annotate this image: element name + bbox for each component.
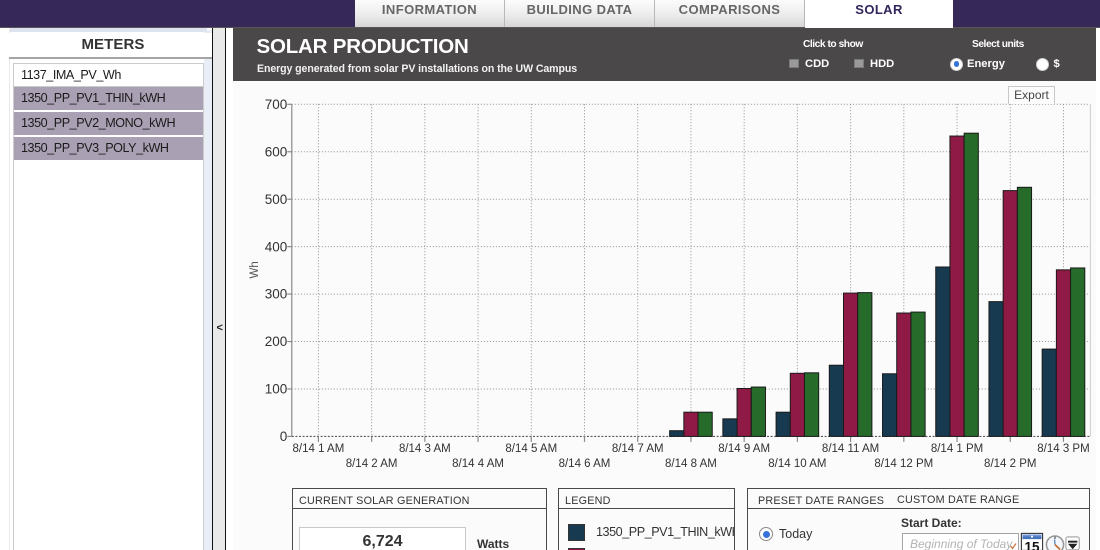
svg-text:8/14 1 PM: 8/14 1 PM (931, 443, 983, 455)
svg-text:8/14 11 AM: 8/14 11 AM (822, 443, 879, 455)
svg-text:8/14 6 AM: 8/14 6 AM (559, 458, 611, 470)
svg-text:200: 200 (265, 334, 288, 349)
svg-text:8/14 3 AM: 8/14 3 AM (399, 443, 451, 455)
svg-text:300: 300 (265, 287, 288, 302)
svg-text:15: 15 (1024, 540, 1040, 550)
svg-text:8/14 5 AM: 8/14 5 AM (505, 443, 557, 455)
svg-text:8/14 1 AM: 8/14 1 AM (293, 443, 345, 455)
svg-text:8/14 9 AM: 8/14 9 AM (718, 443, 770, 455)
svg-text:0: 0 (280, 429, 288, 444)
svg-text:500: 500 (265, 192, 288, 207)
svg-text:400: 400 (265, 239, 288, 254)
svg-text:8/14 2 AM: 8/14 2 AM (346, 458, 398, 470)
svg-text:8/14 2 PM: 8/14 2 PM (984, 458, 1036, 470)
svg-text:8/14 7 AM: 8/14 7 AM (612, 443, 664, 455)
svg-text:8/14 3 PM: 8/14 3 PM (1037, 443, 1089, 455)
svg-text:Wh: Wh (249, 261, 261, 278)
svg-text:600: 600 (265, 144, 288, 159)
svg-text:700: 700 (265, 97, 288, 112)
svg-text:8/14 10 AM: 8/14 10 AM (768, 458, 826, 470)
svg-text:8/14 4 AM: 8/14 4 AM (452, 458, 504, 470)
svg-text:100: 100 (265, 382, 288, 397)
svg-text:8/14 12 PM: 8/14 12 PM (874, 458, 933, 470)
svg-text:8/14 8 AM: 8/14 8 AM (665, 458, 717, 470)
